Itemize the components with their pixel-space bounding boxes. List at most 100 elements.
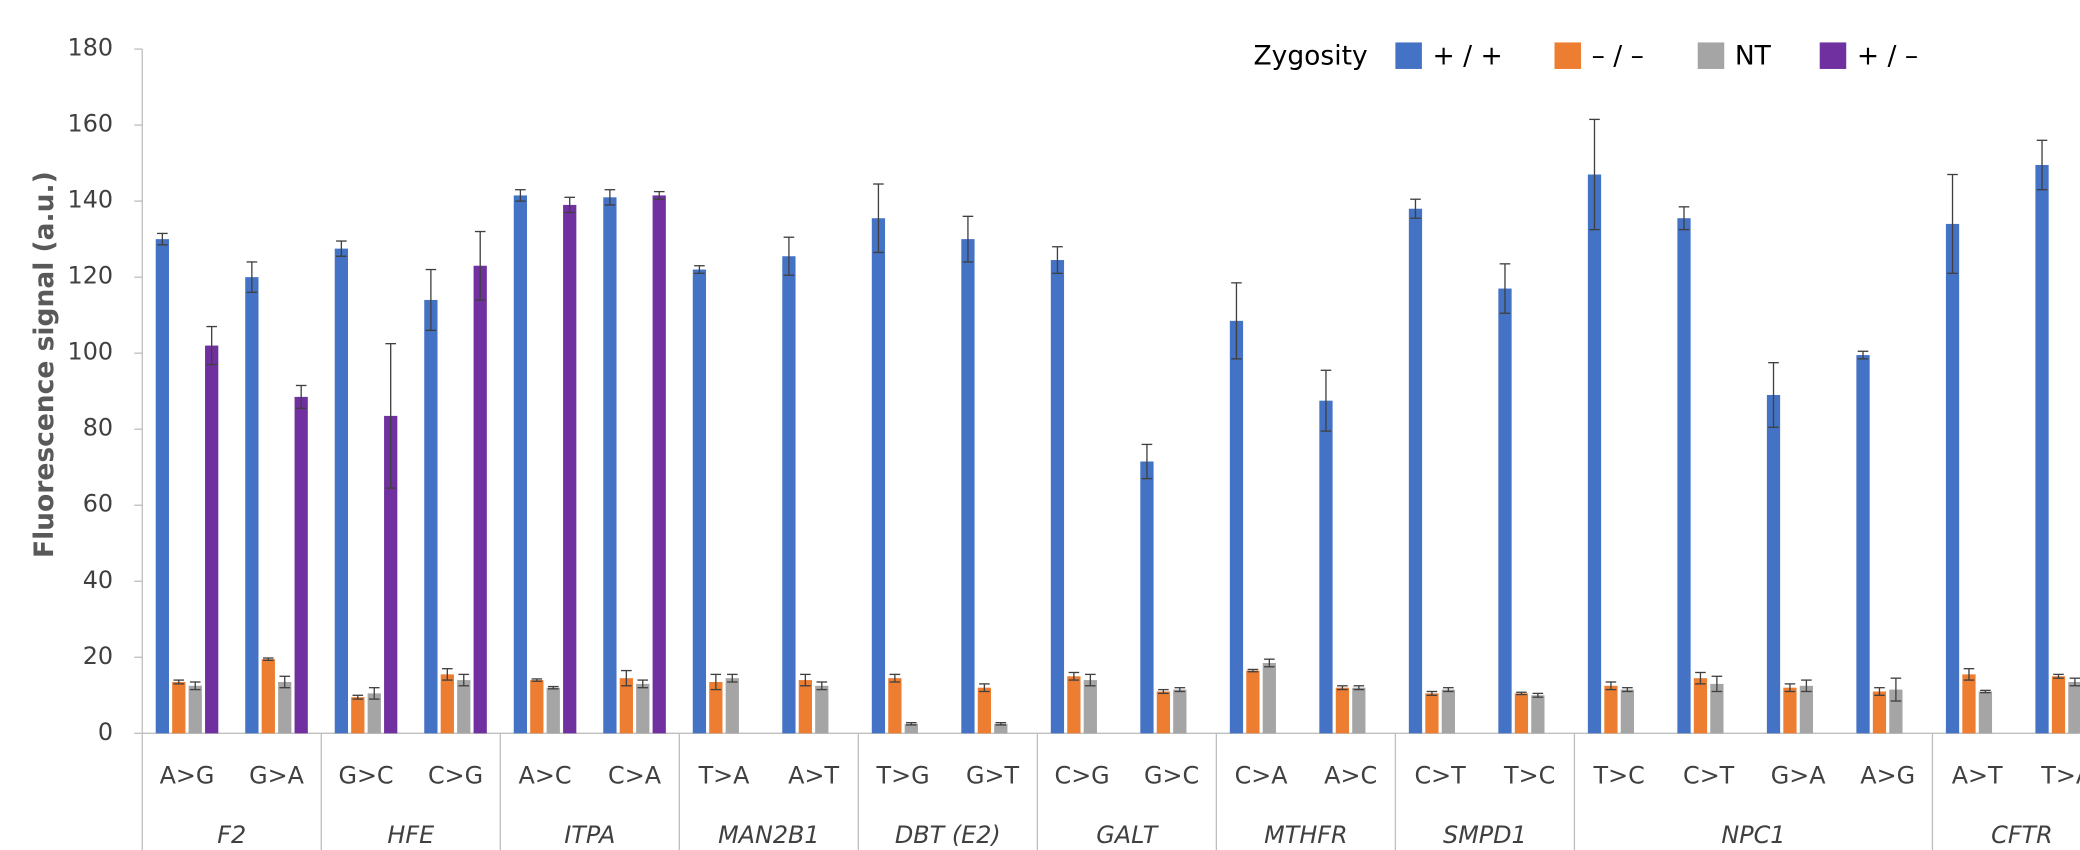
x-tick-label: T>G [876,762,930,790]
bar [513,195,528,734]
error-bar [1695,671,1706,685]
x-tick-label: A>T [788,762,839,790]
error-bar [2036,139,2048,191]
x-tick-label: C>T [1415,762,1467,790]
bar [904,723,918,734]
bar [2051,676,2066,734]
bar [2035,165,2049,734]
error-bar [1320,369,1332,432]
bar [1408,208,1423,734]
bar [798,680,812,734]
error-bar [515,189,526,202]
bar [652,195,666,734]
group-label: CFTR [1991,821,2053,849]
y-tick-label: 40 [83,566,113,594]
x-tick-label: G>A [249,762,304,790]
x-tick-label: C>T [1683,762,1735,790]
error-bar [352,694,364,700]
bar [1587,174,1602,734]
y-tick-label: 140 [68,186,114,214]
bar [334,248,348,734]
bar [1945,223,1960,734]
error-bar [1247,668,1259,673]
x-tick-label: C>A [1235,762,1289,790]
bar [1783,687,1797,734]
x-tick-label: G>A [1771,762,1826,790]
bar [1173,689,1187,734]
error-bar [336,240,347,257]
error-bar [368,687,380,700]
bar [1319,400,1333,734]
x-tick-label: A>C [1324,762,1377,790]
bar [692,269,707,734]
error-bar [2069,677,2080,687]
group-label: MTHFR [1264,821,1347,849]
error-bar [710,673,722,691]
bar [994,723,1008,734]
error-bar [1947,173,1958,275]
bar [172,681,186,734]
x-tick-label: A>G [1860,762,1915,790]
bar [245,277,259,734]
x-tick-label: T>A [2040,762,2080,790]
error-bar [157,232,168,246]
bar [1246,670,1260,734]
bar [871,218,886,734]
bar [1140,461,1154,734]
error-bar [889,673,901,683]
error-bar [1980,689,1991,694]
bar [563,204,577,734]
group-label: NPC1 [1721,821,1785,849]
error-bar [800,673,811,687]
bar [1425,693,1439,734]
error-bar [1678,206,1690,231]
error-bar [816,681,828,691]
bar [384,415,398,734]
x-tick-label: C>G [1055,762,1110,790]
bar [603,197,617,734]
bar [367,693,381,734]
bar [546,687,560,734]
error-bar [1890,677,1902,702]
error-bar [1516,691,1527,696]
legend-label: – / – [1592,41,1644,72]
error-bar [1410,198,1421,219]
error-bar [206,325,217,366]
error-bar [694,265,705,275]
error-bar [246,261,258,294]
error-bar [279,675,291,689]
legend-swatch [1554,42,1582,69]
bar [1856,355,1870,734]
bar [709,681,723,734]
x-tick-label: T>A [698,762,751,790]
y-tick-label: 180 [68,34,114,62]
error-bar [564,196,576,214]
y-tick-label: 100 [68,338,114,366]
bar [351,697,365,734]
error-bar [783,236,795,276]
error-bar [1443,687,1454,693]
legend-label: + / + [1433,41,1503,72]
error-bar [547,685,559,690]
group-label: DBT (E2) [895,821,1001,849]
error-bar [1068,671,1080,681]
bar [1050,260,1065,734]
bar [1693,678,1708,734]
x-tick-label: G>C [338,762,393,790]
error-bar [262,657,274,661]
error-bar [726,673,738,683]
bar [294,396,308,734]
x-tick-label: A>C [519,762,572,790]
error-bar [1499,263,1511,314]
bar [1962,674,1976,734]
bar [1531,695,1545,734]
bar [1441,689,1455,734]
group-label: ITPA [564,821,615,849]
error-bar [1963,668,1975,681]
bar [1766,394,1781,734]
error-bar [425,268,437,332]
error-bar [1784,683,1796,693]
y-tick-label: 80 [83,414,113,442]
error-bar [173,679,185,685]
